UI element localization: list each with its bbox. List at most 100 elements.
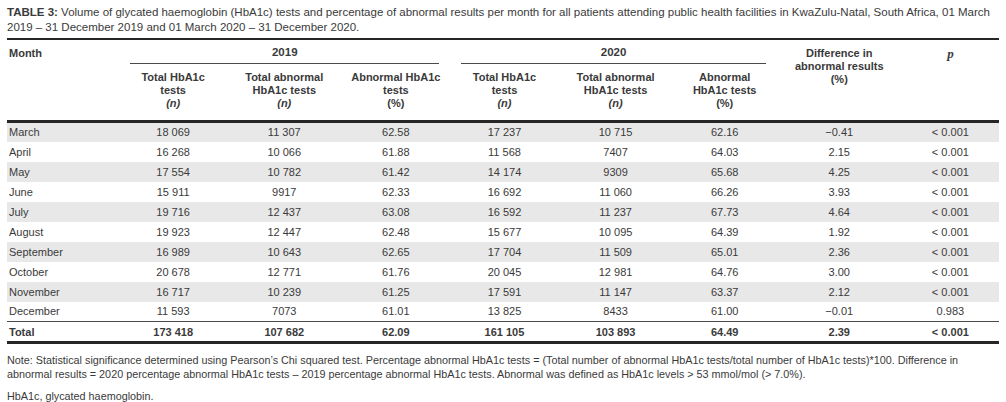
- value-cell: 4.25: [777, 162, 902, 182]
- table-row: August19 92312 44762.4815 67710 09564.39…: [7, 222, 999, 242]
- value-cell: 62.09: [341, 322, 450, 343]
- value-cell: 62.58: [341, 122, 450, 142]
- value-cell: 10 095: [559, 222, 673, 242]
- column-group-2020: 2020: [450, 40, 776, 65]
- value-cell: 10 239: [227, 282, 341, 302]
- group-label-2019: 2019: [130, 46, 439, 64]
- column-header-2019-total-abnormal: Total abnormal HbA1c tests (n): [227, 65, 341, 122]
- value-cell: 11 593: [119, 302, 227, 322]
- table-row: May17 55410 78261.4214 174930965.684.25<…: [7, 162, 999, 182]
- value-cell: < 0.001: [902, 182, 999, 202]
- value-cell: 62.33: [341, 182, 450, 202]
- month-cell: August: [7, 222, 119, 242]
- column-header-2020-total-abnormal: Total abnormal HbA1c tests (n): [559, 65, 673, 122]
- value-cell: 65.68: [673, 162, 777, 182]
- value-cell: 61.25: [341, 282, 450, 302]
- table-caption-label: TABLE 3:: [7, 6, 58, 18]
- data-table: Month 2019 2020 Difference in abnormal r…: [7, 40, 999, 344]
- column-header-2020-abnormal-pct: Abnormal HbA1c tests (%): [673, 65, 777, 122]
- value-cell: 19 716: [119, 202, 227, 222]
- note-statistics: Note: Statistical significance determine…: [7, 353, 999, 381]
- table-row: November16 71710 23961.2517 59111 14763.…: [7, 282, 999, 302]
- value-cell: 15 911: [119, 182, 227, 202]
- value-cell: 13 825: [450, 302, 558, 322]
- value-cell: 10 066: [227, 142, 341, 162]
- value-cell: 2.15: [777, 142, 902, 162]
- value-cell: 11 568: [450, 142, 558, 162]
- value-cell: 18 069: [119, 122, 227, 142]
- value-cell: 2.39: [777, 322, 902, 343]
- table-row: June15 911991762.3316 69211 06066.263.93…: [7, 182, 999, 202]
- value-cell: 8433: [559, 302, 673, 322]
- value-cell: 67.73: [673, 202, 777, 222]
- table-caption: TABLE 3: Volume of glycated haemoglobin …: [7, 5, 999, 35]
- value-cell: 63.37: [673, 282, 777, 302]
- table-header: Month 2019 2020 Difference in abnormal r…: [7, 40, 999, 122]
- value-cell: 161 105: [450, 322, 558, 343]
- table-row: October20 67812 77161.7620 04512 98164.7…: [7, 262, 999, 282]
- value-cell: 15 677: [450, 222, 558, 242]
- value-cell: 10 782: [227, 162, 341, 182]
- column-header-difference: Difference in abnormal results (%): [777, 40, 902, 122]
- month-cell: November: [7, 282, 119, 302]
- table-total-row: Total173 418107 68262.09161 105103 89364…: [7, 322, 999, 343]
- value-cell: 9917: [227, 182, 341, 202]
- value-cell: 0.983: [902, 302, 999, 322]
- table-body: March18 06911 30762.5817 23710 71562.16 −…: [7, 122, 999, 343]
- value-cell: 10 715: [559, 122, 673, 142]
- value-cell: 66.26: [673, 182, 777, 202]
- value-cell: 103 893: [559, 322, 673, 343]
- month-cell: May: [7, 162, 119, 182]
- value-cell: 17 591: [450, 282, 558, 302]
- value-cell: < 0.001: [902, 122, 999, 142]
- value-cell: 16 268: [119, 142, 227, 162]
- value-cell: < 0.001: [902, 142, 999, 162]
- note-abbreviation: HbA1c, glycated haemoglobin.: [7, 389, 999, 402]
- value-cell: 3.00: [777, 262, 902, 282]
- value-cell: 14 174: [450, 162, 558, 182]
- table-row: March18 06911 30762.5817 23710 71562.16−…: [7, 122, 999, 142]
- value-cell: 16 717: [119, 282, 227, 302]
- column-header-2020-total-tests: Total HbA1c tests (n): [450, 65, 558, 122]
- month-cell: December: [7, 302, 119, 322]
- value-cell: 4.64: [777, 202, 902, 222]
- table-row: April16 26810 06661.8811 568740764.032.1…: [7, 142, 999, 162]
- value-cell: 12 447: [227, 222, 341, 242]
- column-header-p-value: p: [902, 40, 999, 122]
- value-cell: 11 307: [227, 122, 341, 142]
- month-cell: October: [7, 262, 119, 282]
- table-notes: Note: Statistical significance determine…: [7, 353, 999, 402]
- value-cell: 65.01: [673, 242, 777, 262]
- table-row: December11 593707361.0113 825843361.00−0…: [7, 302, 999, 322]
- value-cell: 12 437: [227, 202, 341, 222]
- value-cell: 64.39: [673, 222, 777, 242]
- value-cell: 20 045: [450, 262, 558, 282]
- value-cell: 61.42: [341, 162, 450, 182]
- value-cell: 2.12: [777, 282, 902, 302]
- value-cell: 7407: [559, 142, 673, 162]
- month-cell: Total: [7, 322, 119, 343]
- value-cell: 20 678: [119, 262, 227, 282]
- value-cell: < 0.001: [902, 242, 999, 262]
- table-row: July19 71612 43763.0816 59211 23767.734.…: [7, 202, 999, 222]
- value-cell: 9309: [559, 162, 673, 182]
- value-cell: 17 237: [450, 122, 558, 142]
- value-cell: 63.08: [341, 202, 450, 222]
- value-cell: < 0.001: [902, 202, 999, 222]
- value-cell: 61.76: [341, 262, 450, 282]
- value-cell: 17 704: [450, 242, 558, 262]
- value-cell: 17 554: [119, 162, 227, 182]
- value-cell: −0.01: [777, 302, 902, 322]
- value-cell: 62.65: [341, 242, 450, 262]
- value-cell: 62.16: [673, 122, 777, 142]
- value-cell: 11 509: [559, 242, 673, 262]
- value-cell: 12 981: [559, 262, 673, 282]
- month-cell: April: [7, 142, 119, 162]
- column-header-month: Month: [7, 40, 119, 122]
- month-cell: June: [7, 182, 119, 202]
- value-cell: 61.01: [341, 302, 450, 322]
- value-cell: 61.00: [673, 302, 777, 322]
- month-cell: March: [7, 122, 119, 142]
- month-cell: September: [7, 242, 119, 262]
- value-cell: 10 643: [227, 242, 341, 262]
